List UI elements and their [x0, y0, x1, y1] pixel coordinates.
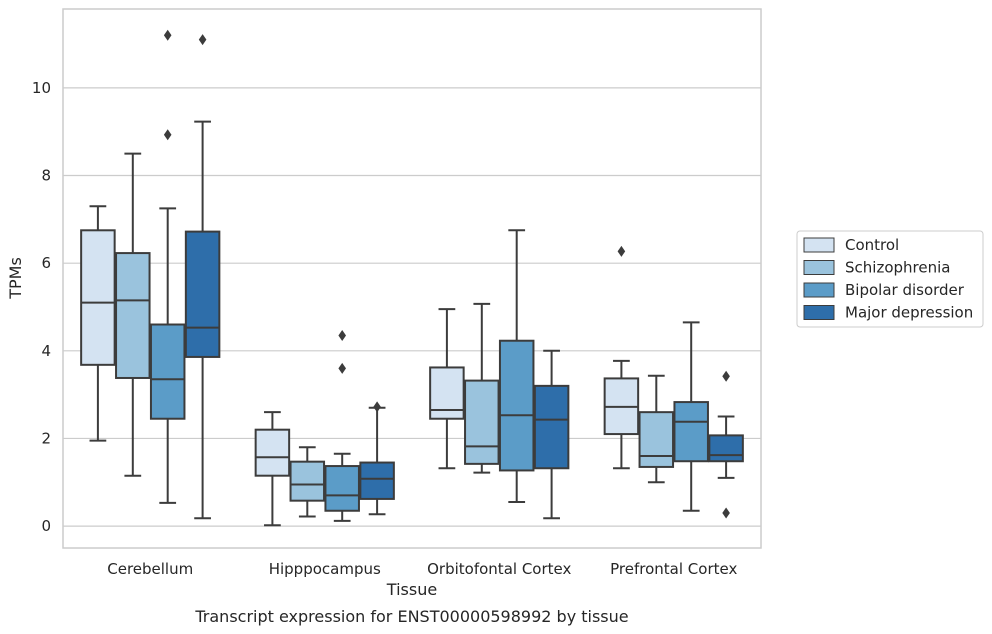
y-tick-label: 10	[32, 79, 51, 97]
box-bipolar-disorder	[324, 329, 360, 522]
box-iqr	[464, 379, 500, 465]
legend-frame	[796, 230, 984, 328]
x-tick-label: Prefrontal Cortex	[610, 560, 737, 578]
outlier-point	[198, 34, 207, 46]
outlier-point	[163, 129, 172, 141]
legend-label: Major depression	[845, 304, 973, 322]
box-major-depression	[359, 401, 395, 516]
box-iqr	[184, 230, 221, 358]
x-tick-label: Hipppocampus	[269, 560, 381, 578]
outlier-point	[373, 401, 381, 413]
y-tick-label: 2	[41, 429, 51, 447]
box-iqr	[498, 339, 535, 472]
x-tick-label: Orbitofontal Cortex	[427, 560, 571, 578]
box-iqr	[115, 252, 151, 379]
box-major-depression	[533, 349, 570, 520]
legend: Control Schizophrenia Bipolar disorder Majo…	[796, 230, 984, 328]
y-axis-label: TPMs	[6, 257, 25, 300]
outlier-point	[338, 329, 346, 341]
box-iqr	[533, 384, 570, 470]
plot-area	[80, 29, 744, 527]
box-schizophrenia	[115, 152, 151, 477]
x-tick-label: Cerebellum	[107, 560, 193, 578]
box-control	[80, 205, 116, 442]
box-iqr	[429, 366, 465, 420]
x-axis-label: Tissue	[386, 580, 437, 599]
box-bipolar-disorder	[149, 29, 186, 504]
box-control	[254, 411, 291, 527]
box-schizophrenia	[464, 302, 500, 474]
chart-title: Transcript expression for ENST0000059899…	[194, 607, 628, 626]
outlier-point	[722, 370, 730, 382]
outlier-point	[617, 245, 626, 257]
outlier-point	[163, 29, 172, 41]
box-iqr	[289, 460, 326, 502]
legend-swatch	[803, 282, 835, 298]
box-major-depression	[708, 370, 744, 519]
box-iqr	[324, 465, 360, 512]
box-major-depression	[184, 34, 221, 520]
legend-swatch	[803, 237, 835, 253]
box-control	[603, 245, 640, 470]
outlier-point	[722, 507, 730, 519]
box-bipolar-disorder	[673, 321, 709, 512]
outlier-point	[338, 362, 346, 374]
y-tick-label: 0	[41, 517, 51, 535]
box-iqr	[80, 229, 116, 366]
box-control	[429, 308, 465, 470]
legend-label: Control	[845, 236, 899, 254]
y-tick-label: 6	[41, 254, 51, 272]
y-tick-label: 4	[41, 342, 51, 360]
box-schizophrenia	[289, 446, 326, 518]
box-schizophrenia	[638, 374, 675, 484]
y-tick-label: 8	[41, 167, 51, 185]
legend-swatch	[803, 305, 835, 320]
plot-frame	[62, 8, 762, 549]
box-iqr	[254, 428, 291, 477]
x-axis-ticks: Cerebellum Hipppocampus Orbitofontal Corte…	[107, 560, 737, 578]
box-bipolar-disorder	[498, 229, 535, 503]
box-iqr	[149, 323, 186, 420]
box-iqr	[673, 401, 709, 463]
legend-swatch	[803, 260, 835, 275]
box-iqr	[638, 411, 675, 468]
legend-label: Bipolar disorder	[845, 281, 965, 299]
legend-label: Schizophrenia	[845, 259, 950, 277]
y-axis-ticks: 0 2 4 6 8 10	[32, 79, 51, 535]
box-iqr	[708, 434, 744, 463]
box-iqr	[359, 461, 395, 500]
